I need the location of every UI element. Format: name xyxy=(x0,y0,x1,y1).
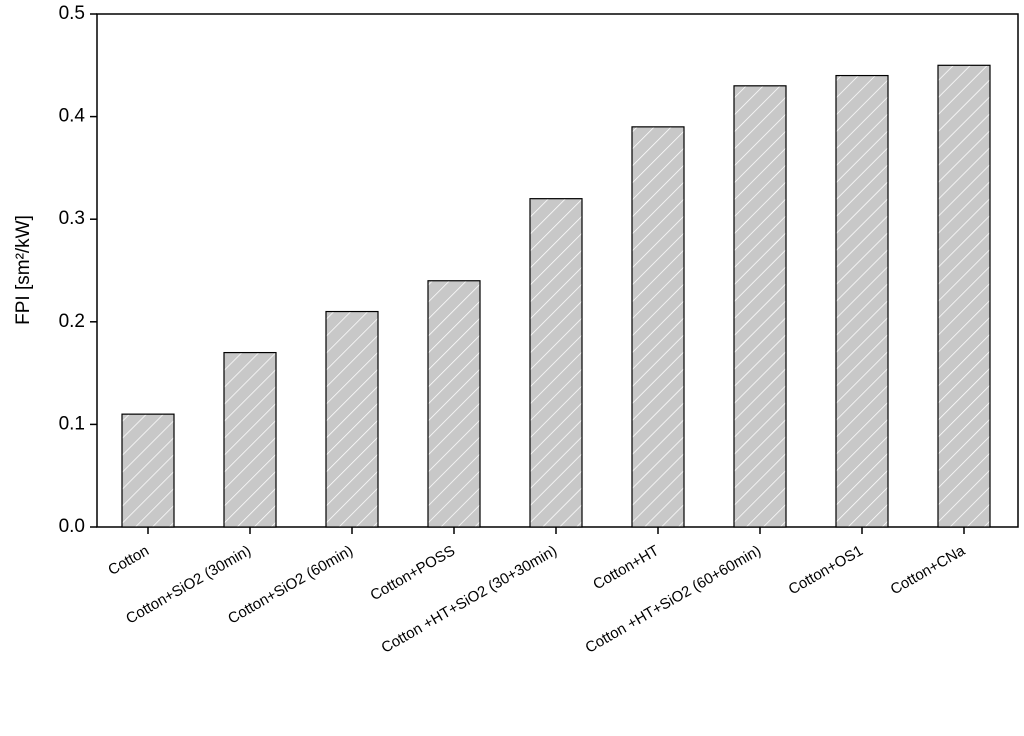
bar xyxy=(529,198,583,528)
x-tick-label: Cotton +HT+SiO2 (60+60min) xyxy=(583,542,764,657)
bar xyxy=(937,64,991,528)
y-tick-label: 0.3 xyxy=(59,208,85,229)
y-tick-label: 0.0 xyxy=(59,516,85,537)
x-tick-label: Cotton xyxy=(105,542,152,579)
x-tick-label: Cotton+POSS xyxy=(368,542,458,604)
x-tick-label: Cotton+HT xyxy=(590,542,662,593)
y-tick-label: 0.5 xyxy=(59,3,85,24)
bar xyxy=(733,85,787,528)
y-axis-label: FPI [sm²/kW] xyxy=(13,215,34,325)
bar xyxy=(325,310,379,528)
bar xyxy=(223,351,277,528)
x-tick-label: Cotton+CNa xyxy=(888,542,969,599)
bar xyxy=(121,413,175,528)
x-tick-label: Cotton+OS1 xyxy=(786,542,866,598)
x-tick-label: Cotton +HT+SiO2 (30+30min) xyxy=(379,542,560,657)
y-tick-label: 0.1 xyxy=(59,413,85,434)
bar xyxy=(631,126,685,528)
bar xyxy=(427,280,481,528)
y-tick-label: 0.2 xyxy=(59,311,85,332)
y-tick-label: 0.4 xyxy=(59,106,86,127)
bar xyxy=(835,74,889,528)
